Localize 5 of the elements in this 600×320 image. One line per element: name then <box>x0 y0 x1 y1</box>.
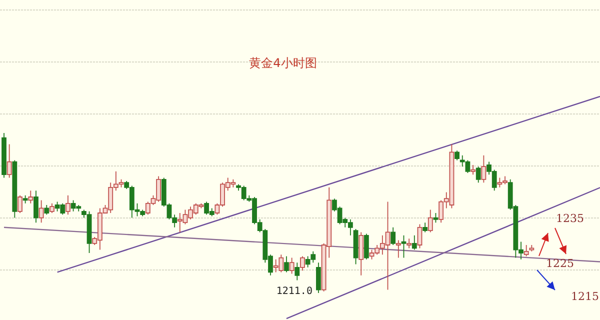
annotation: 1225 <box>546 257 574 270</box>
annotation: 1235 <box>556 212 584 225</box>
title: 黄金4小时图 <box>249 56 317 70</box>
annotation: 1211.0 <box>276 286 312 297</box>
annotation: 1215 <box>571 290 599 303</box>
